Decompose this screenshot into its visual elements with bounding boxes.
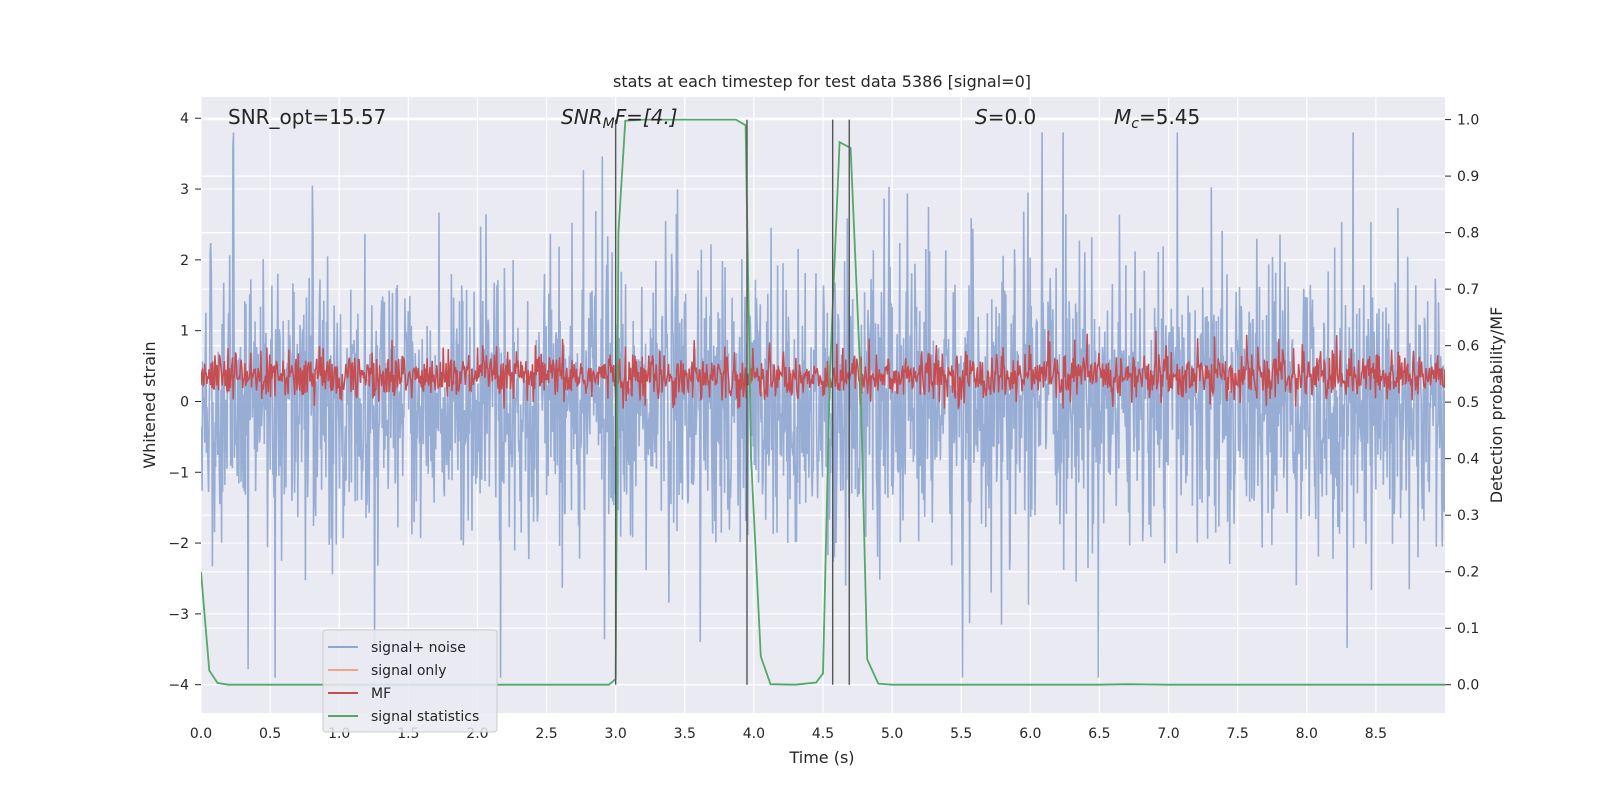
y-tick-label-left: −2 [168,536,189,552]
snr-mf-rest: F=[4.] [615,105,678,129]
x-tick-label: 5.0 [881,726,903,742]
snr-mf-main: SNR [561,105,603,129]
y-tick-label-right: 0.2 [1457,565,1479,581]
y-tick-label-right: 1.0 [1457,113,1479,129]
x-axis-label: Time (s) [788,748,854,767]
legend: signal+ noise signal only MF signal statist… [322,629,498,733]
chart-title: stats at each timestep for test data 538… [613,72,1031,91]
x-tick-label: 4.0 [743,726,765,742]
y-tick-label-right: 0.8 [1457,226,1479,242]
y-tick-label-right: 0.7 [1457,282,1479,298]
y-tick-label-left: −3 [168,607,189,623]
x-tick-label: 6.0 [1019,726,1041,742]
series-mf-line [201,330,1445,409]
y-tick-label-right: 0.9 [1457,169,1479,185]
axes: 0.0 0.5 1.0 1.5 2.0 2.5 3.0 3.5 4.0 4.5 5.0 5.5 6.0 6… [168,111,1479,742]
mc-sub: c [1131,116,1139,132]
x-tick-label: 0.5 [259,726,281,742]
y-tick-label-left: 0 [180,394,189,410]
annotation-mc: Mc=5.45 [1114,105,1200,132]
s-main: S [975,105,988,129]
x-tick-label: 3.5 [674,726,696,742]
mc-rest: =5.45 [1139,105,1200,129]
x-tick-label: 6.5 [1088,726,1110,742]
y-tick-label-right: 0.5 [1457,395,1479,411]
y-tick-label-left: −4 [168,678,189,694]
mc-main: M [1114,105,1131,129]
y-tick-label-right: 0.6 [1457,339,1479,355]
y-tick-label-left: 3 [180,182,189,198]
annotation-snr-opt: SNR_opt=15.57 [228,105,386,129]
vertical-markers [614,119,850,685]
y-tick-label-left: −1 [168,465,189,481]
legend-label: signal statistics [371,709,479,725]
y-tick-label-right: 0.4 [1457,452,1479,468]
annotation-s: S=0.0 [975,105,1036,129]
y-tick-label-left: 2 [180,253,189,269]
annotation-snr-mf: SNRMF=[4.] [561,105,678,132]
legend-label: signal+ noise [371,640,466,656]
x-tick-label: 8.5 [1365,726,1387,742]
y-tick-label-right: 0.1 [1457,621,1479,637]
legend-label: MF [371,686,391,702]
x-tick-label: 4.5 [812,726,834,742]
x-tick-label: 0.0 [190,726,212,742]
legend-box [322,629,498,733]
y-tick-label-left: 4 [180,111,189,127]
x-tick-label: 3.0 [605,726,627,742]
x-tick-label: 2.5 [535,726,557,742]
snr-mf-sub: M [603,116,615,132]
s-rest: =0.0 [988,105,1037,129]
x-tick-label: 8.0 [1296,726,1318,742]
series-signal-noise-line [201,132,1445,678]
legend-label: signal only [371,663,446,679]
y-axis-label-left: Whitened strain [140,341,159,468]
x-tick-label: 5.5 [950,726,972,742]
x-tick-label: 7.0 [1157,726,1179,742]
y-axis-label-right: Detection probability/MF [1487,307,1506,504]
y-tick-label-right: 0.0 [1457,678,1479,694]
y-tick-label-right: 0.3 [1457,508,1479,524]
y-tick-label-left: 1 [180,324,189,340]
x-tick-label: 7.5 [1227,726,1249,742]
